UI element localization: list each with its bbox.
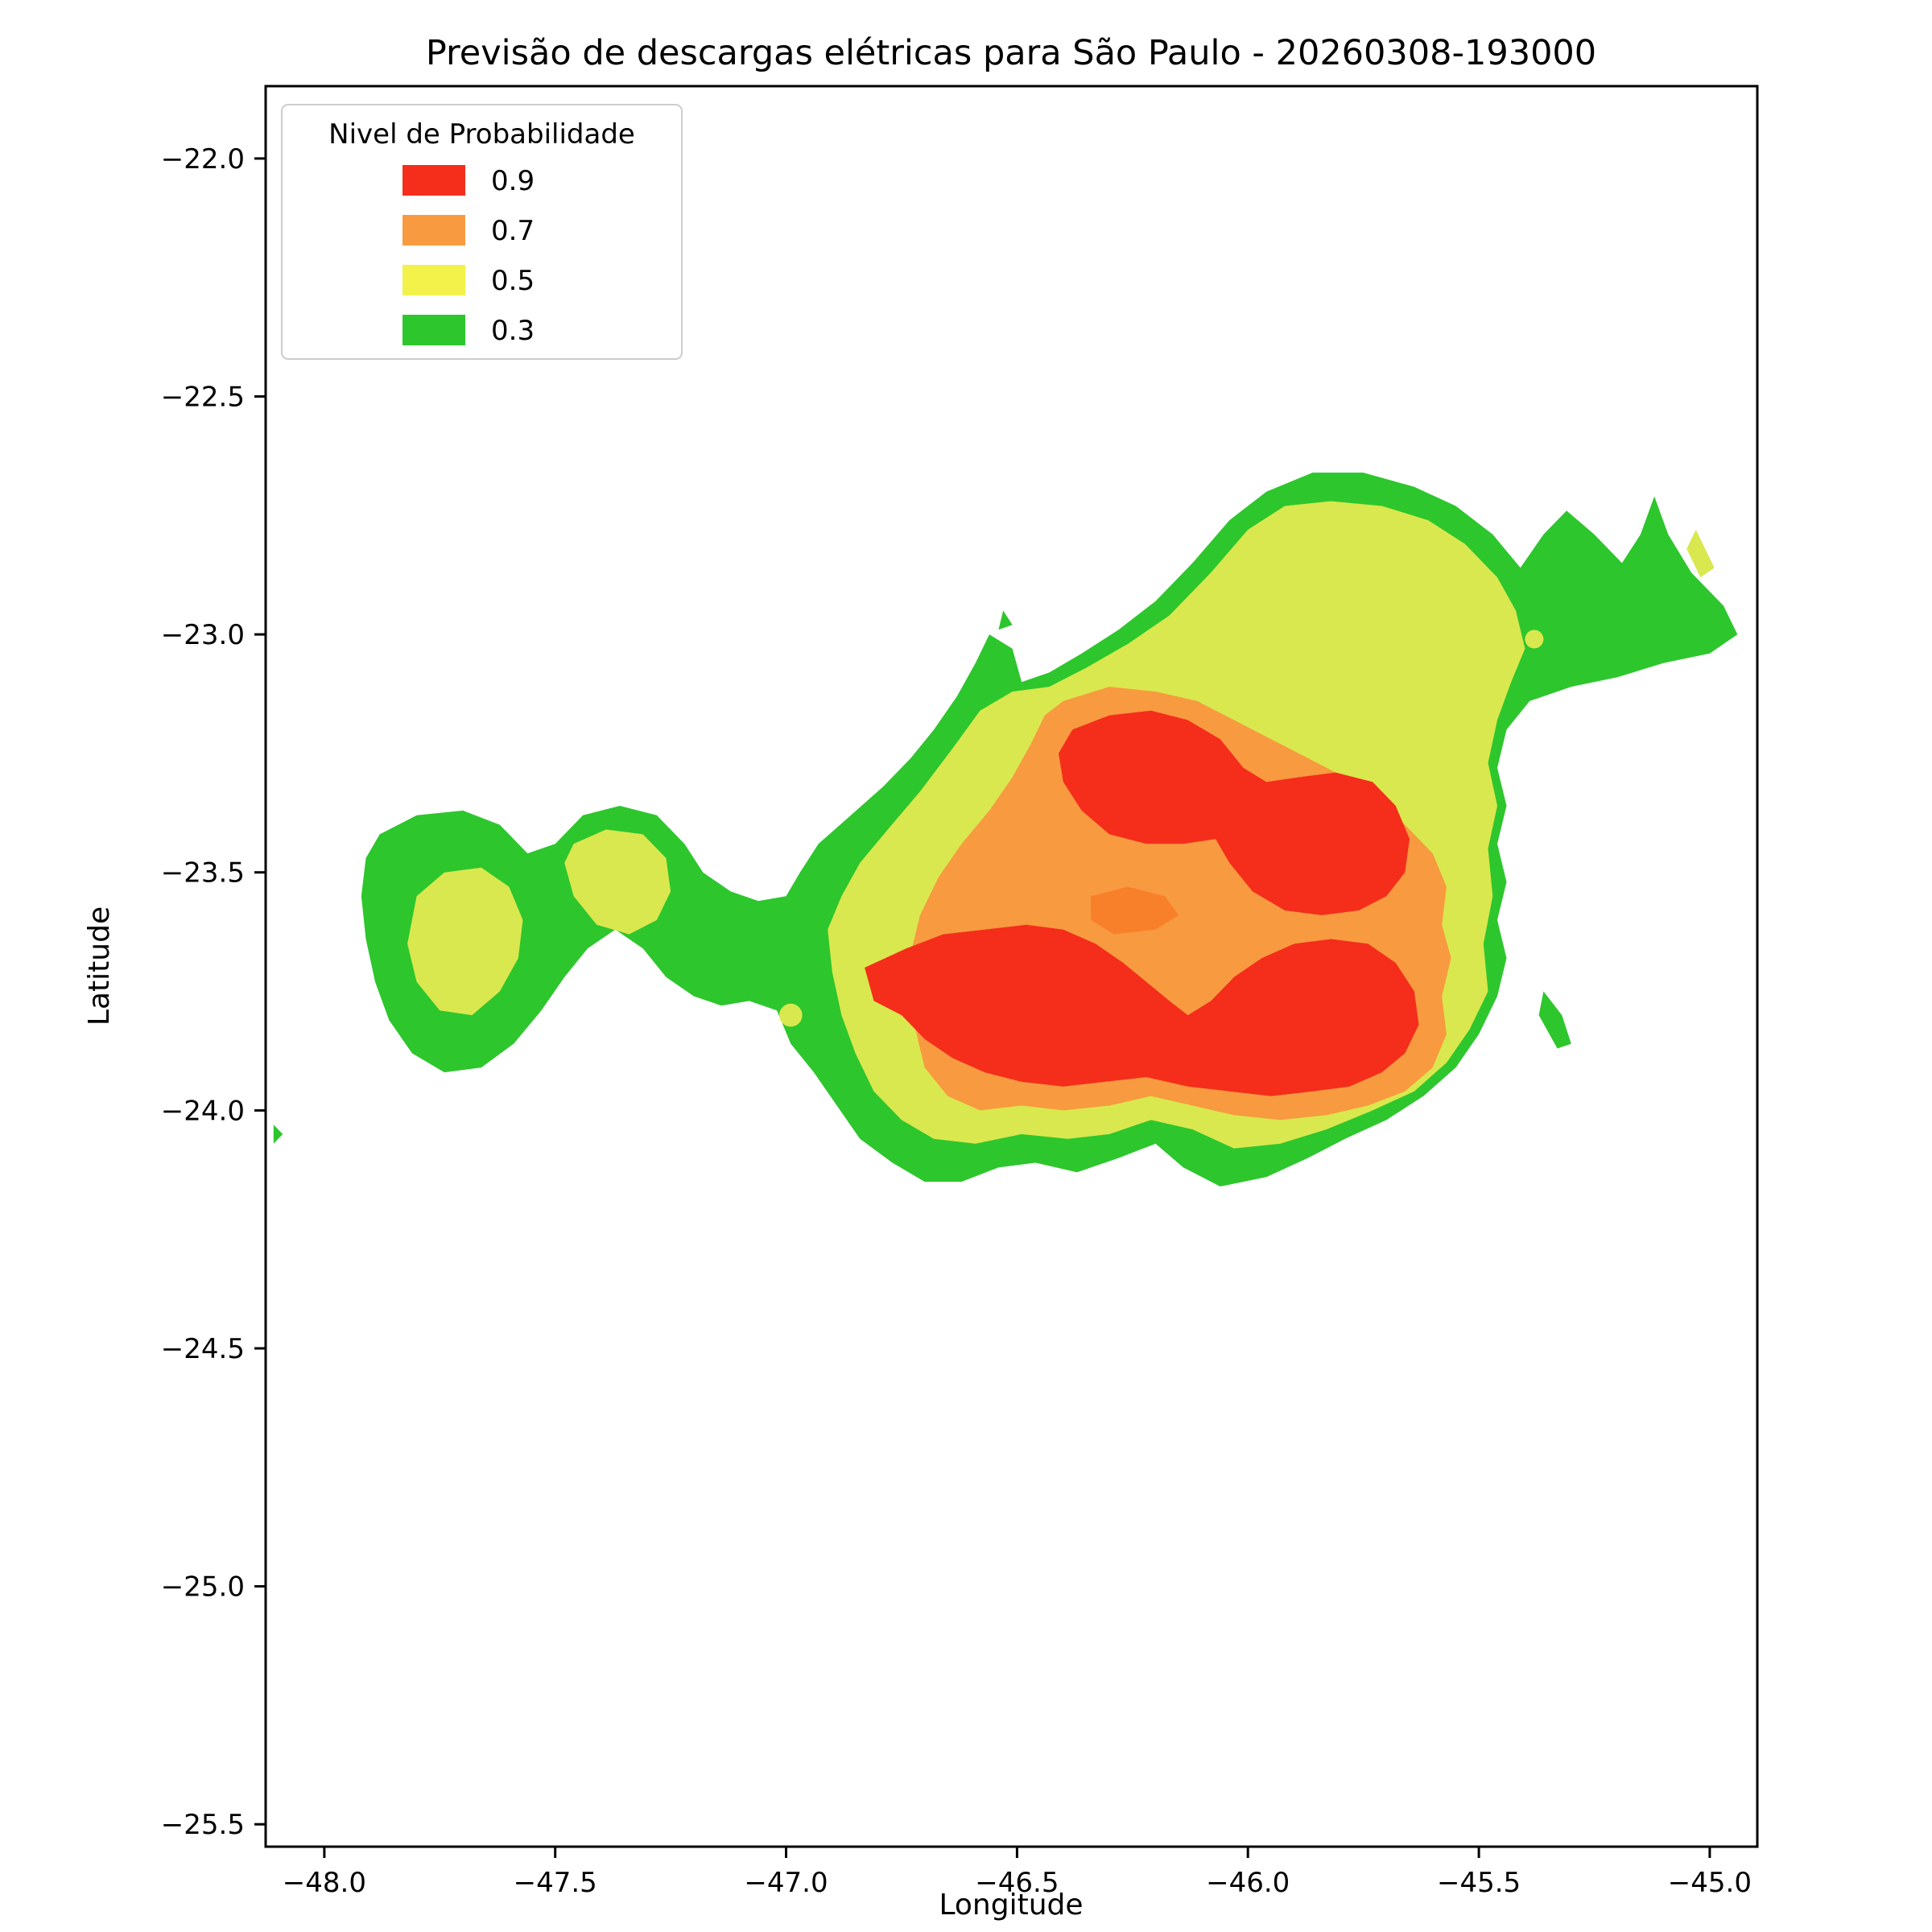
y-tick-label: −24.5 [161, 1333, 245, 1365]
legend-entry-label: 0.9 [491, 165, 535, 197]
legend-title: Nivel de Probabilidade [328, 118, 635, 151]
contour-region-speck-03-finger [998, 610, 1013, 630]
x-axis-label: Longitude [939, 1889, 1083, 1922]
legend-swatch-0.7 [402, 215, 465, 246]
contour-region-inner-05-west-lobe [407, 867, 523, 1016]
legend-entry-label: 0.7 [491, 215, 535, 247]
contour-regions [273, 473, 1738, 1187]
contour-region-sliver-05-east-edge [1686, 530, 1715, 578]
y-axis-label: Latitude [83, 906, 116, 1026]
axes-frame [264, 85, 1759, 1848]
legend-swatch-0.5 [402, 265, 465, 295]
contour-region-patch-07-deep-center [1091, 886, 1179, 935]
x-tick-label: −46.5 [975, 1867, 1059, 1899]
legend-entry-label: 0.3 [491, 315, 535, 347]
contour-region-dot-05-arm [1525, 630, 1544, 649]
legend: Nivel de Probabilidade 0.9 0.7 0.5 0.3 [281, 104, 683, 360]
legend-swatch-0.9 [402, 165, 465, 196]
legend-box [281, 104, 683, 360]
x-tick-label: −45.0 [1668, 1867, 1752, 1899]
x-tick-label: −47.0 [744, 1867, 828, 1899]
plot-title: Previsão de descargas elétricas para São… [426, 33, 1596, 73]
axes-ticks: −48.0 −47.5 −47.0 −46.5 −46.0 −45.5 −45.0 −22.0… [161, 143, 1752, 1899]
contour-region-core-09-south [865, 924, 1419, 1096]
y-tick-label: −25.0 [161, 1571, 245, 1604]
y-tick-label: −22.5 [161, 382, 245, 414]
x-tick-label: −48.0 [283, 1867, 366, 1899]
y-tick-label: −24.0 [161, 1095, 245, 1127]
y-tick-label: −25.5 [161, 1809, 245, 1841]
legend-swatch-0.3 [402, 315, 465, 345]
y-tick-label: −23.0 [161, 619, 245, 651]
contour-region-inner-05-west-bump [564, 829, 671, 935]
contour-region-dot-05-west-edge [779, 1003, 803, 1027]
y-tick-label: −23.5 [161, 857, 245, 890]
x-tick-label: −46.0 [1206, 1867, 1290, 1899]
contour-region-speck-03-far-west [273, 1125, 283, 1144]
contour-region-core-09-north [1059, 710, 1410, 915]
y-tick-label: −22.0 [161, 143, 245, 175]
x-tick-label: −47.5 [514, 1867, 597, 1899]
x-tick-label: −45.5 [1437, 1867, 1521, 1899]
contour-region-dash-03-east [1538, 991, 1571, 1049]
legend-entry-label: 0.5 [491, 265, 535, 297]
